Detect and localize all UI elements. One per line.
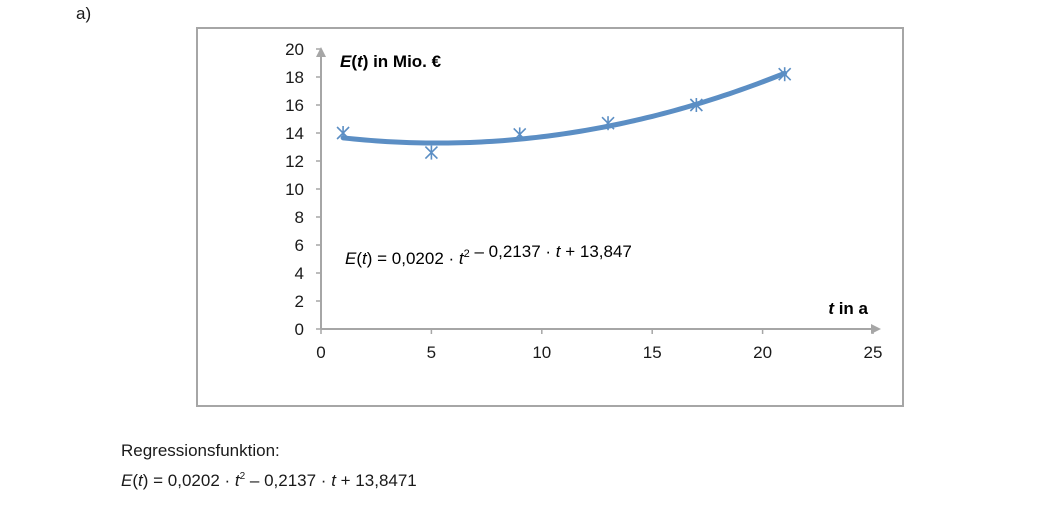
y-tick-label: 6 xyxy=(295,236,304,255)
data-point xyxy=(778,67,792,82)
y-tick-label: 16 xyxy=(285,96,304,115)
chart-frame: 0 2 4 6 8 10 12 14 16 18 20 0 5 10 15 20 25 E(t) in Mio… xyxy=(196,27,904,407)
data-point xyxy=(424,145,438,160)
trendline-equation: E(t) = 0,0202 · t2 – 0,2137 · t + 13,847 xyxy=(345,242,632,268)
y-tick-label: 20 xyxy=(285,40,304,59)
data-point xyxy=(336,126,350,140)
y-tick-label: 4 xyxy=(295,264,304,283)
x-tick-label: 10 xyxy=(532,343,551,362)
data-points xyxy=(336,67,792,160)
x-tick-label: 25 xyxy=(864,343,883,362)
part-label: a) xyxy=(76,4,92,23)
y-tick-label: 0 xyxy=(295,320,304,339)
y-tick-label: 2 xyxy=(295,292,304,311)
data-point xyxy=(601,116,615,131)
regression-chart: 0 2 4 6 8 10 12 14 16 18 20 0 5 10 15 20 25 E(t) in Mio… xyxy=(285,40,882,362)
y-axis-arrow xyxy=(316,47,326,57)
y-tick-label: 12 xyxy=(285,152,304,171)
y-tick-label: 10 xyxy=(285,180,304,199)
y-tick-label: 14 xyxy=(285,124,304,143)
caption-heading: Regressionsfunktion: xyxy=(121,441,280,460)
x-tick-label: 15 xyxy=(643,343,662,362)
chart-axes xyxy=(316,47,881,334)
caption-equation: E(t) = 0,0202 · t2 – 0,2137 · t + 13,847… xyxy=(121,471,417,490)
x-tick-label: 20 xyxy=(753,343,772,362)
y-tick-label: 18 xyxy=(285,68,304,87)
y-tick-label: 8 xyxy=(295,208,304,227)
y-axis-ticks: 0 2 4 6 8 10 12 14 16 18 20 xyxy=(285,40,321,339)
data-point xyxy=(689,98,703,112)
x-tick-label: 5 xyxy=(427,343,436,362)
x-axis-ticks: 0 5 10 15 20 25 xyxy=(316,329,882,362)
x-tick-label: 0 xyxy=(316,343,325,362)
trendline-curve xyxy=(340,70,788,146)
y-axis-label: E(t) in Mio. € xyxy=(340,52,442,71)
data-point xyxy=(513,127,527,142)
x-axis-label: t in a xyxy=(828,299,868,318)
